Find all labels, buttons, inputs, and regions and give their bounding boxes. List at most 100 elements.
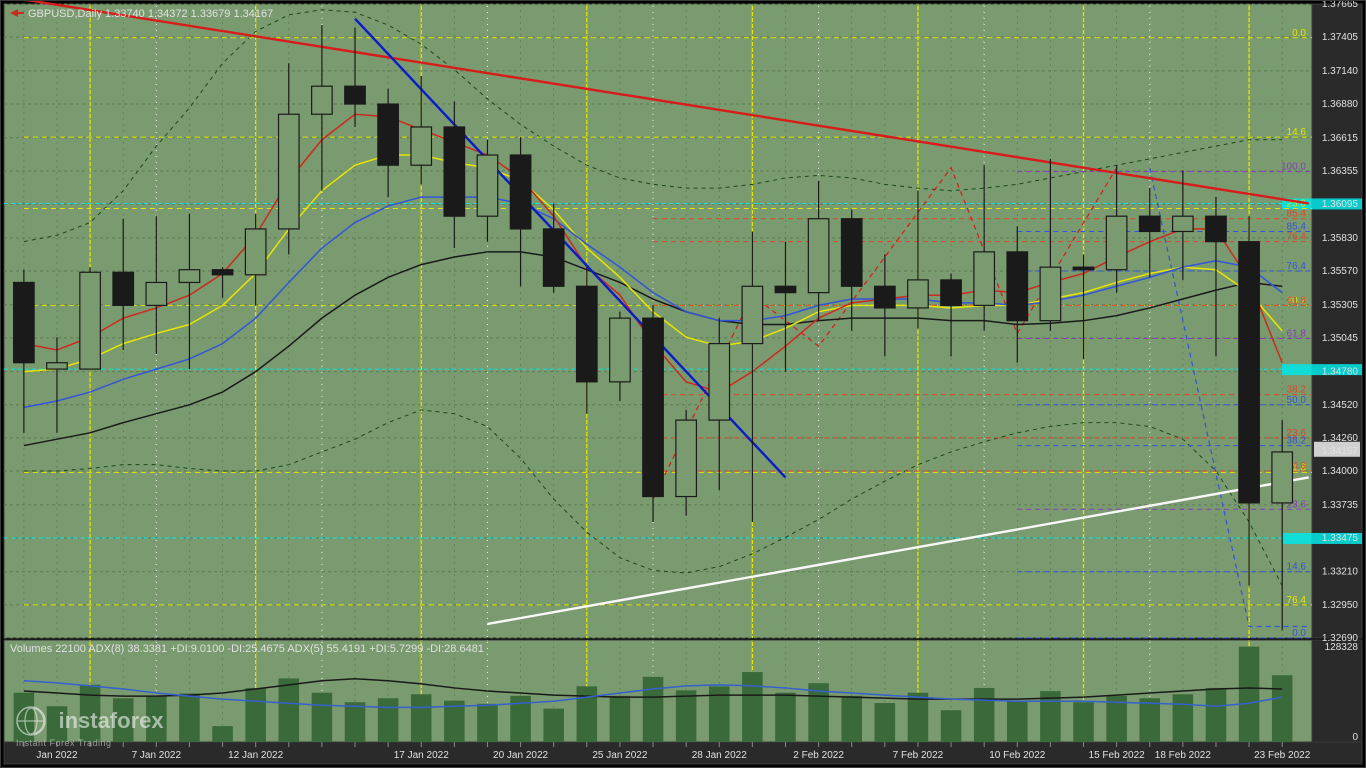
candle-body[interactable]	[841, 219, 862, 287]
candle-body[interactable]	[1272, 452, 1293, 503]
candle-body[interactable]	[1073, 267, 1094, 270]
candle-body[interactable]	[974, 252, 995, 306]
fib-label: 0.0	[1292, 28, 1306, 39]
volume-bar	[312, 693, 333, 742]
y-tick-label: 1.34780	[1322, 367, 1359, 378]
date-label: 28 Jan 2022	[692, 750, 747, 761]
candle-body[interactable]	[1206, 216, 1227, 241]
y-tick-label: 1.36355	[1322, 166, 1359, 177]
candle-body[interactable]	[378, 104, 399, 165]
candle-body[interactable]	[1040, 267, 1061, 321]
candle-body[interactable]	[775, 286, 796, 292]
volume-bar	[345, 702, 366, 742]
candle-body[interactable]	[1239, 242, 1260, 503]
candle-body[interactable]	[80, 272, 101, 369]
candle-body[interactable]	[908, 280, 929, 308]
candle-body[interactable]	[1106, 216, 1127, 270]
candle-body[interactable]	[577, 286, 598, 382]
date-label: 15 Feb 2022	[1089, 750, 1146, 761]
fib-label: 85.4	[1287, 209, 1307, 220]
date-label: 20 Jan 2022	[493, 750, 548, 761]
volume-bar	[1239, 647, 1260, 742]
watermark-text: instaforex	[58, 710, 163, 732]
date-label: 17 Jan 2022	[394, 750, 449, 761]
candle-body[interactable]	[643, 318, 664, 496]
candle-body[interactable]	[179, 270, 200, 283]
y-tick-label: 1.34000	[1322, 466, 1359, 477]
volume-bar	[742, 672, 763, 742]
volume-bar	[875, 703, 896, 742]
y-tick-label: 1.36095	[1322, 199, 1359, 210]
fib-label: 76.4	[1287, 232, 1307, 243]
y-tick-label: 1.35570	[1322, 266, 1359, 277]
date-label: 2 Feb 2022	[793, 750, 844, 761]
volume-bar	[1173, 694, 1194, 742]
date-label: 18 Feb 2022	[1155, 750, 1212, 761]
candle-body[interactable]	[411, 127, 432, 165]
fib-label: 14.6	[1287, 562, 1307, 573]
volume-bar	[279, 678, 300, 742]
candle-body[interactable]	[742, 286, 763, 343]
volume-bar	[841, 696, 862, 742]
date-label: 23 Feb 2022	[1254, 750, 1311, 761]
y-tick-label: 1.37665	[1322, 0, 1359, 10]
volume-bar	[1206, 688, 1227, 742]
watermark-subtext: Instant Forex Trading	[16, 738, 164, 748]
volume-bar	[1139, 698, 1160, 742]
candle-body[interactable]	[709, 344, 730, 420]
candle-body[interactable]	[47, 363, 68, 369]
candle-body[interactable]	[146, 282, 167, 305]
price-marker-label: 1.34167	[1322, 446, 1359, 457]
candle-body[interactable]	[610, 318, 631, 382]
watermark: instaforex Instant Forex Trading	[16, 706, 164, 748]
volume-bar	[1007, 701, 1028, 742]
date-label: 12 Jan 2022	[228, 750, 283, 761]
candle-body[interactable]	[1007, 252, 1028, 321]
y-tick-label: 1.37140	[1322, 66, 1359, 77]
candle-body[interactable]	[212, 270, 233, 275]
candle-body[interactable]	[510, 155, 531, 229]
y-tick-label: 1.34520	[1322, 400, 1359, 411]
volume-bar	[643, 677, 664, 742]
y-tick-label: 1.35045	[1322, 333, 1359, 344]
candle-body[interactable]	[941, 280, 962, 305]
ind-y-label: 0	[1352, 732, 1358, 743]
y-tick-label: 1.35830	[1322, 233, 1359, 244]
volume-bar	[908, 693, 929, 742]
date-label: 7 Jan 2022	[132, 750, 182, 761]
candle-body[interactable]	[14, 282, 35, 362]
candle-body[interactable]	[245, 229, 266, 275]
candle-body[interactable]	[808, 219, 829, 293]
candle-body[interactable]	[1173, 216, 1194, 231]
volume-bar	[610, 696, 631, 742]
date-label: 25 Jan 2022	[592, 750, 647, 761]
date-label: 10 Feb 2022	[989, 750, 1046, 761]
fib-label: 61.8	[1287, 295, 1307, 306]
candle-body[interactable]	[676, 420, 697, 496]
candle-body[interactable]	[113, 272, 134, 305]
candle-body[interactable]	[875, 286, 896, 308]
volume-bar	[378, 698, 399, 742]
fib-label: 14.6	[1287, 127, 1307, 138]
candle-body[interactable]	[312, 86, 333, 114]
chart-svg[interactable]: 0.014.623.630.261.876.485.476.461.838.22…	[0, 0, 1366, 768]
volume-bar	[179, 694, 200, 742]
indicator-header: Volumes 22100 ADX(8) 38.3381 +DI:9.0100 …	[10, 643, 484, 655]
y-tick-label: 1.35305	[1322, 300, 1359, 311]
candle-body[interactable]	[1139, 216, 1160, 231]
date-label: Jan 2022	[36, 750, 78, 761]
candle-body[interactable]	[279, 114, 300, 229]
volume-bar	[411, 694, 432, 742]
candle-body[interactable]	[543, 229, 564, 286]
chart-root: 0.014.623.630.261.876.485.476.461.838.22…	[0, 0, 1366, 768]
fib-label: 76.4	[1287, 261, 1307, 272]
date-label: 7 Feb 2022	[893, 750, 944, 761]
volume-bar	[974, 688, 995, 742]
y-tick-label: 1.33735	[1322, 500, 1359, 511]
y-tick-label: 1.33210	[1322, 567, 1359, 578]
candle-body[interactable]	[444, 127, 465, 216]
volume-bar	[477, 704, 498, 742]
volume-bar	[1073, 702, 1094, 742]
candle-body[interactable]	[345, 86, 366, 104]
candle-body[interactable]	[477, 155, 498, 216]
